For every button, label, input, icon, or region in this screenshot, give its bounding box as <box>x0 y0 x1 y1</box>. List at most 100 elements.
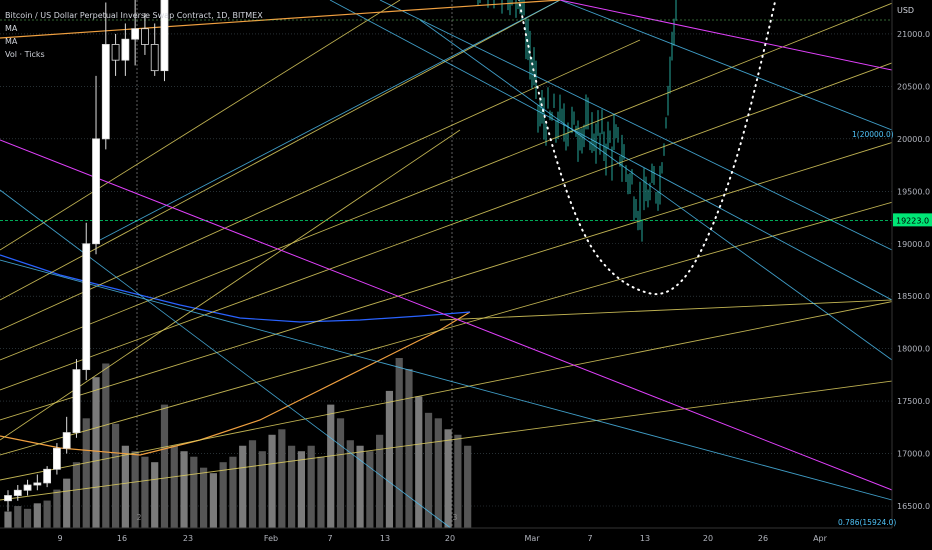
price-tick-label: 21000.0 <box>897 30 930 39</box>
volume-bar <box>258 451 266 528</box>
fib-fan-line <box>439 299 893 321</box>
volume-bar <box>356 445 364 528</box>
bull-candle <box>82 243 91 371</box>
volume-bar <box>82 418 90 528</box>
projection-path-dotted <box>517 0 777 296</box>
volume-bar <box>317 456 325 528</box>
volume-bar <box>444 429 452 528</box>
ma-line-blue <box>0 254 471 323</box>
fib-fan-line <box>0 39 641 331</box>
volume-bar <box>366 451 374 528</box>
volume-bar <box>160 404 169 528</box>
bear-candle <box>111 44 120 61</box>
volume-bar <box>415 396 423 528</box>
price-tick-label: 18500.0 <box>897 292 930 301</box>
time-tick-label: 20 <box>445 534 455 543</box>
time-tick-label: Feb <box>264 534 278 543</box>
volume-bars <box>4 358 472 528</box>
volume-bar <box>248 440 257 528</box>
ma-line-orange <box>0 311 471 456</box>
channel-line <box>99 0 561 241</box>
volume-bar <box>434 418 442 528</box>
volume-bar <box>376 434 384 528</box>
moving-averages <box>0 254 471 456</box>
time-tick-label: 9 <box>57 534 62 543</box>
volume-bar <box>454 434 462 528</box>
sub-tick-label: 3 <box>453 513 458 522</box>
volume-bar <box>336 418 345 528</box>
orange-trend-line <box>0 0 561 39</box>
volume-bar <box>151 462 159 528</box>
bull-candle <box>53 447 61 470</box>
volume-bar <box>346 440 354 528</box>
price-tick-label: 17000.0 <box>897 450 930 459</box>
time-axis-bg <box>0 528 892 550</box>
fib-fan-line <box>0 379 901 501</box>
magenta-trend-line <box>559 0 893 71</box>
fib-fan-line <box>0 299 901 481</box>
volume-legend[interactable]: Vol · Ticks <box>5 50 45 59</box>
volume-bar <box>278 429 286 528</box>
volume-bar <box>72 462 81 528</box>
price-axis-bg <box>892 0 932 550</box>
fib-fan-line <box>0 199 901 456</box>
sub-tick-label: 2 <box>137 513 142 522</box>
channel-line <box>0 259 893 501</box>
time-tick-label: 23 <box>183 534 193 543</box>
symbol-title[interactable]: Bitcoin / US Dollar Perpetual Inverse Sw… <box>5 11 263 20</box>
volume-bar <box>53 489 61 528</box>
bull-candle <box>121 38 130 61</box>
volume-bar <box>43 500 51 528</box>
volume-bar <box>307 445 315 528</box>
volume-bar <box>239 445 247 528</box>
projection-path <box>517 0 777 296</box>
channel-line <box>419 19 893 361</box>
price-tick-label: 20000.0 <box>897 135 930 144</box>
marker-price-label: 19223.0 <box>896 216 929 225</box>
volume-bar <box>33 503 41 528</box>
bull-candle <box>33 482 42 486</box>
bull-candle <box>43 468 52 484</box>
currency-label: USD <box>897 6 914 15</box>
fib-level-label: 0.786(15924.0) <box>838 518 896 527</box>
price-tick-label: 17500.0 <box>897 397 930 406</box>
volume-bar <box>121 445 129 528</box>
volume-bar <box>327 404 335 528</box>
volume-bar <box>23 508 32 528</box>
channel-line <box>379 0 893 251</box>
volume-bar <box>405 368 413 528</box>
ma-legend-1[interactable]: MA <box>5 24 18 33</box>
time-tick-label: 7 <box>327 534 332 543</box>
volume-bar <box>141 456 149 528</box>
daily-candles <box>4 0 169 512</box>
time-tick-label: 26 <box>758 534 768 543</box>
fib-fan-line <box>0 59 901 391</box>
time-tick-label: 13 <box>380 534 390 543</box>
price-axis: 16500.0 17000.0 17500.0 18000.0 18500.0 19000… <box>838 0 932 550</box>
volume-bar <box>209 473 217 528</box>
volume-bar <box>219 462 227 528</box>
volume-bar <box>170 445 178 528</box>
fib-level-label: 1(20000.0) <box>852 130 894 139</box>
chart-legend: Bitcoin / US Dollar Perpetual Inverse Sw… <box>5 9 263 61</box>
volume-bar <box>4 511 12 528</box>
bear-candle <box>150 44 159 72</box>
volume-bar <box>92 377 100 528</box>
ma-legend-2[interactable]: MA <box>5 37 18 46</box>
fib-fan-line <box>0 0 561 301</box>
volume-bar <box>297 451 305 528</box>
bull-candle <box>160 0 169 72</box>
price-tick-label: 20500.0 <box>897 82 930 91</box>
volume-bar <box>111 423 120 528</box>
time-tick-label: 16 <box>117 534 127 543</box>
bull-candle <box>62 432 71 449</box>
price-tick-label: 19500.0 <box>897 187 930 196</box>
price-tick-label: 19000.0 <box>897 240 930 249</box>
bull-candle <box>23 484 32 491</box>
volume-bar <box>424 412 433 528</box>
magenta-trend-line <box>0 139 893 491</box>
time-tick-label: Mar <box>524 534 540 543</box>
bear-candle <box>141 28 149 45</box>
